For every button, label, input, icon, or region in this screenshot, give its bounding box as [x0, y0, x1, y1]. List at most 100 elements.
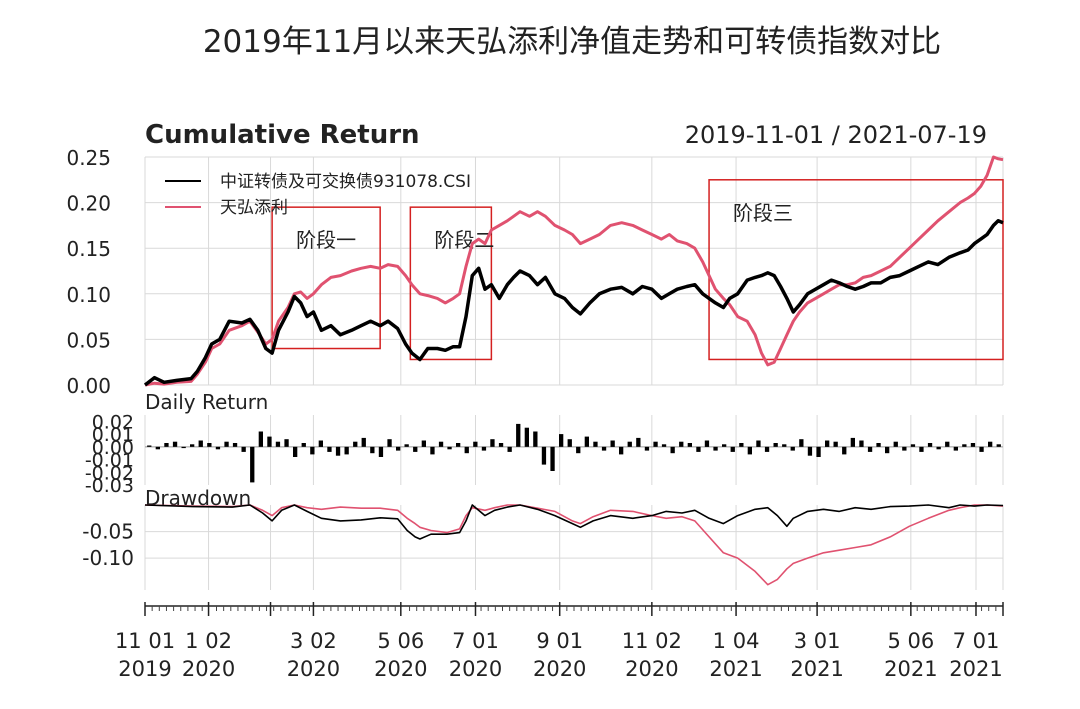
- x-tick-year: 2021: [709, 657, 762, 681]
- x-tick-year: 2020: [625, 657, 678, 681]
- daily-bar: [413, 446, 418, 452]
- drawdown-panel: Drawdown -0.05-0.10: [82, 486, 1004, 590]
- daily-bar: [224, 441, 229, 447]
- daily-bar: [764, 446, 770, 452]
- daily-bar: [490, 439, 495, 447]
- series-line: [144, 155, 1004, 387]
- daily-bar: [559, 434, 564, 447]
- x-tick-year: 2021: [884, 657, 937, 681]
- daily-bar: [207, 443, 212, 447]
- daily-bar: [996, 444, 1001, 447]
- y-tick-label: 0.25: [66, 146, 111, 170]
- daily-bar: [361, 437, 366, 447]
- cumulative-series: [143, 155, 1004, 387]
- daily-y-ticks: 0.020.010.00-0.01-0.02-0.03: [85, 411, 134, 497]
- daily-bar: [970, 443, 976, 447]
- cumulative-return-panel: Cumulative Return 2019-11-01 / 2021-07-1…: [66, 120, 1004, 398]
- x-tick-label: 11 02: [622, 629, 682, 653]
- x-tick-label: 5 06: [887, 629, 934, 653]
- daily-bar: [438, 441, 444, 447]
- daily-bar: [370, 446, 375, 454]
- daily-grid: [144, 415, 1004, 485]
- drawdown-series: [144, 504, 1004, 586]
- y-tick-label: 0.00: [92, 437, 134, 459]
- x-tick-year: 2021: [949, 657, 1002, 681]
- phase-box: [271, 206, 381, 350]
- y-tick-label: -0.05: [82, 520, 134, 544]
- daily-bar: [902, 446, 907, 451]
- daily-bar: [378, 446, 384, 457]
- daily-bar: [498, 443, 504, 447]
- daily-bar: [215, 446, 221, 450]
- daily-bar: [473, 441, 478, 447]
- daily-bar: [147, 445, 152, 447]
- drawdown-grid: [144, 505, 1004, 590]
- daily-bar: [619, 446, 624, 455]
- y-tick-label: -0.02: [85, 462, 134, 484]
- daily-bar: [704, 440, 710, 447]
- daily-bar: [885, 446, 890, 454]
- daily-bar: [198, 440, 203, 447]
- daily-bar: [790, 446, 795, 451]
- daily-bar: [876, 443, 881, 447]
- x-tick-year: 2019: [118, 657, 171, 681]
- daily-bar: [327, 446, 332, 452]
- phase-label: 阶段三: [733, 201, 793, 225]
- daily-bar: [421, 440, 426, 447]
- daily-bar: [962, 444, 967, 447]
- x-tick-label: 3 02: [290, 629, 337, 653]
- daily-bar: [636, 437, 641, 447]
- x-tick-label: 1 04: [713, 629, 760, 653]
- daily-bar: [172, 441, 178, 447]
- daily-bar: [284, 439, 289, 447]
- daily-bar: [739, 443, 744, 447]
- daily-bar: [679, 441, 684, 447]
- daily-bar: [301, 443, 306, 447]
- daily-bar: [344, 446, 349, 455]
- y-tick-label: 0.05: [66, 328, 111, 352]
- daily-bar: [687, 443, 692, 447]
- x-axis: 11 01 2019 1 02 2020 3 02 2020 5 06 2020 7 01 202…: [115, 602, 1004, 681]
- daily-bar: [550, 446, 555, 471]
- daily-bar: [747, 446, 752, 455]
- daily-bar: [953, 446, 958, 451]
- daily-bar: [833, 441, 838, 447]
- daily-bar: [232, 443, 238, 447]
- daily-bar: [481, 446, 487, 451]
- daily-bar: [936, 446, 941, 450]
- daily-bar: [661, 444, 667, 447]
- daily-bar: [859, 440, 864, 447]
- daily-bar: [773, 443, 778, 447]
- daily-bar: [825, 440, 830, 447]
- daily-bar: [756, 440, 761, 447]
- daily-bar: [576, 446, 581, 454]
- daily-bar: [318, 440, 323, 447]
- x-tick-label: 5 06: [377, 629, 424, 653]
- x-tick-label: 11 01: [115, 629, 175, 653]
- daily-bar: [713, 446, 718, 451]
- daily-bar: [533, 431, 538, 447]
- phase-annotations: 阶段一 阶段二 阶段三: [271, 179, 1004, 361]
- phase-label: 阶段一: [296, 228, 356, 252]
- y-tick-label: 0.01: [92, 424, 134, 446]
- daily-bar: [430, 446, 435, 455]
- daily-bar: [293, 446, 298, 457]
- cumulative-y-ticks: 0.25 0.20 0.15 0.10 0.05 0.00: [66, 146, 111, 398]
- daily-bar: [979, 446, 984, 452]
- daily-bar: [696, 446, 701, 452]
- x-tick-label: 9 01: [536, 629, 583, 653]
- daily-bar: [910, 444, 916, 447]
- daily-bar: [601, 446, 607, 451]
- daily-bar: [241, 446, 246, 452]
- x-tick-year: 2020: [449, 657, 502, 681]
- phase-label: 阶段二: [434, 228, 494, 252]
- daily-bar: [919, 446, 924, 452]
- daily-bar: [387, 439, 392, 447]
- daily-bar: [722, 444, 727, 447]
- legend-label-fund: 天弘添利: [220, 198, 288, 218]
- daily-bar: [927, 443, 933, 447]
- y-tick-label: 0.20: [66, 192, 111, 216]
- daily-bar: [730, 446, 735, 452]
- x-tick-year: 2020: [374, 657, 427, 681]
